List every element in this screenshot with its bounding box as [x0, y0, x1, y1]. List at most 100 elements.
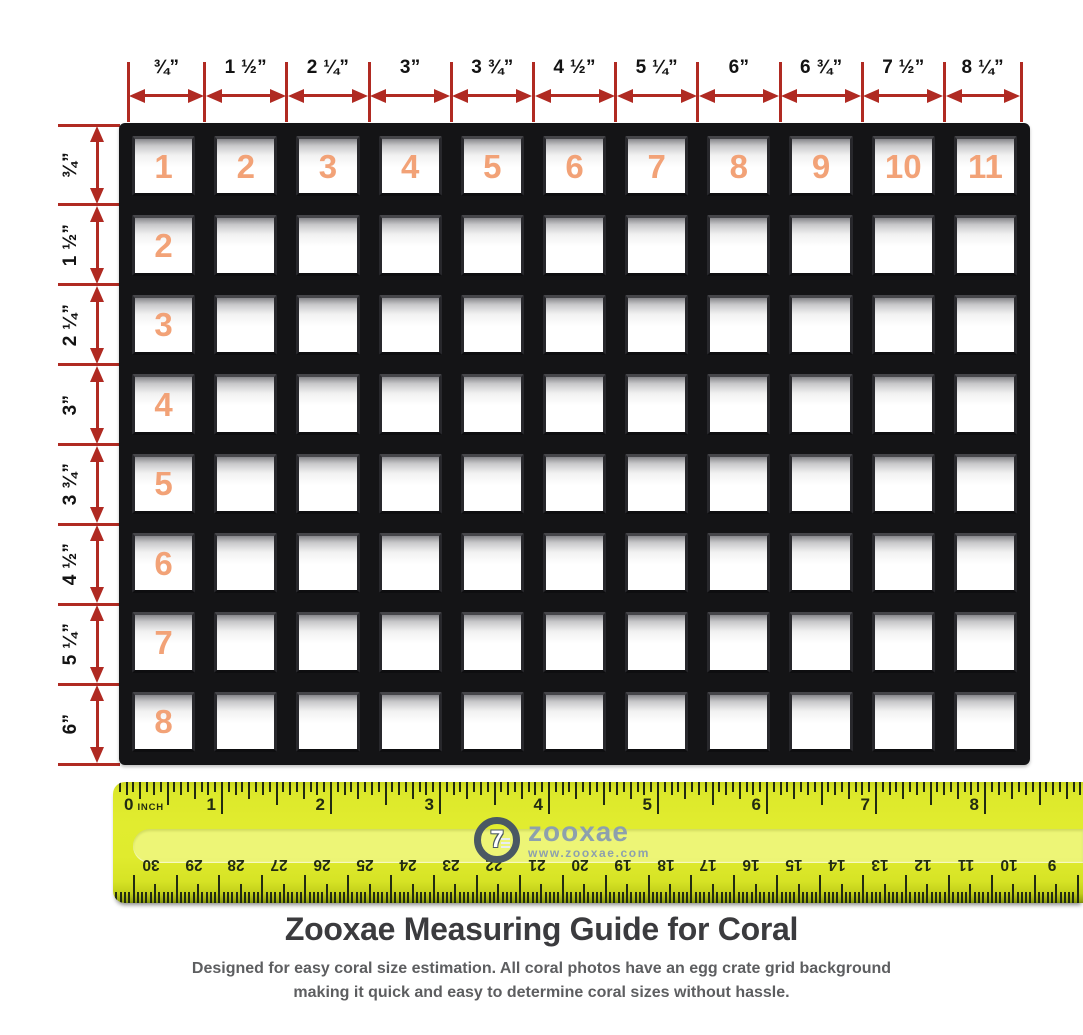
arrowhead-right-icon — [680, 88, 697, 103]
grid-cell: 4 — [132, 374, 196, 435]
inch-tick — [173, 782, 176, 792]
dimension-tick — [58, 123, 120, 127]
inch-tick — [1011, 782, 1014, 799]
inch-tick — [282, 782, 285, 792]
grid-cell — [296, 294, 360, 356]
arrow-line — [95, 690, 99, 758]
grid-cell: 8 — [132, 691, 196, 752]
cm-tick — [407, 892, 410, 903]
cm-tick — [681, 892, 684, 903]
cm-tick — [969, 884, 972, 903]
cm-tick — [626, 884, 629, 903]
dimension-tick — [58, 203, 120, 207]
top-dimension-label: 3” — [399, 57, 421, 78]
cm-tick — [192, 892, 195, 903]
cm-tick — [1016, 892, 1019, 903]
grid-cell — [542, 294, 607, 356]
inch-tick — [391, 782, 394, 792]
top-dimension-label: 2 ¼” — [306, 57, 350, 78]
cm-tick — [570, 892, 573, 903]
cm-tick — [480, 892, 483, 903]
arrow-line — [950, 94, 1015, 97]
grid-cell — [214, 215, 278, 276]
cm-tick — [124, 892, 127, 903]
ruler-cm-number: 23 — [442, 856, 460, 873]
inch-tick — [875, 782, 877, 814]
cm-tick — [827, 892, 830, 903]
cm-tick — [746, 892, 749, 903]
cm-tick — [651, 892, 654, 903]
inch-tick — [1058, 782, 1061, 792]
cm-tick — [119, 892, 122, 903]
left-dimension-label: 3” — [60, 394, 81, 415]
cm-tick — [372, 892, 375, 903]
cm-tick — [420, 892, 423, 903]
ruler-inch-number: 2 — [315, 795, 325, 814]
inch-tick — [343, 782, 346, 795]
inch-tick — [186, 782, 189, 792]
cm-tick — [222, 892, 225, 903]
cm-tick — [638, 892, 641, 903]
grid-cell — [707, 374, 771, 435]
grid-cell — [296, 374, 360, 435]
cm-tick — [364, 892, 367, 903]
cm-tick — [917, 892, 920, 903]
cm-tick — [523, 892, 526, 903]
cm-tick — [304, 875, 307, 903]
grid-cell — [789, 691, 853, 752]
grid-cell — [542, 453, 607, 514]
dimension-tick — [943, 62, 946, 122]
ruler-cm-number: 25 — [356, 856, 374, 873]
grid-cell — [625, 215, 689, 276]
arrowhead-right-icon — [763, 88, 780, 103]
cell-number: 3 — [154, 306, 173, 344]
inch-tick — [146, 782, 149, 792]
grid-cell — [625, 294, 689, 356]
cm-tick — [261, 875, 264, 903]
grid-cell — [953, 691, 1017, 752]
inch-tick — [718, 782, 721, 792]
cm-tick — [175, 875, 178, 903]
cell-number: 4 — [154, 385, 173, 423]
cm-tick — [784, 892, 787, 903]
ruler-inch-number: 5 — [642, 795, 652, 814]
dimension-arrow — [90, 685, 105, 763]
logo-mark-glyph: 7 — [490, 826, 504, 853]
cm-tick — [699, 892, 702, 903]
cm-tick — [424, 892, 427, 903]
grid-cell: 7 — [625, 136, 689, 197]
ruler-cm-number: 27 — [270, 856, 288, 873]
grid-cell: 2 — [214, 136, 278, 197]
cm-tick — [278, 892, 281, 903]
grid-cell — [953, 294, 1017, 356]
cm-tick — [1029, 892, 1032, 903]
cm-tick — [900, 892, 903, 903]
cell-number: 8 — [729, 147, 749, 185]
cm-tick — [716, 892, 719, 903]
grid-cell — [460, 453, 524, 514]
grid-cell — [460, 294, 524, 356]
ruler-cm-number: 9 — [1047, 856, 1057, 873]
cm-tick — [707, 892, 710, 903]
grid-cell — [460, 612, 524, 673]
cm-tick — [690, 875, 693, 903]
cm-tick — [330, 892, 332, 903]
grid-cell: 4 — [378, 136, 442, 197]
ruler-cm-number: 13 — [871, 856, 889, 873]
grid-cell — [789, 294, 853, 356]
cm-tick — [402, 892, 405, 903]
inch-tick — [221, 782, 223, 814]
inch-tick — [881, 782, 884, 792]
cm-tick — [947, 875, 950, 903]
dimension-arrow — [90, 445, 105, 524]
cm-tick — [935, 892, 938, 903]
cm-tick — [737, 892, 740, 903]
dimension-arrow — [90, 525, 105, 604]
cm-tick — [939, 892, 942, 903]
grid-cell — [789, 612, 853, 673]
dimension-arrow — [287, 88, 369, 103]
arrow-line — [134, 94, 199, 97]
dimension-tick — [449, 62, 453, 122]
cm-tick — [613, 892, 616, 903]
cm-tick — [832, 892, 835, 903]
